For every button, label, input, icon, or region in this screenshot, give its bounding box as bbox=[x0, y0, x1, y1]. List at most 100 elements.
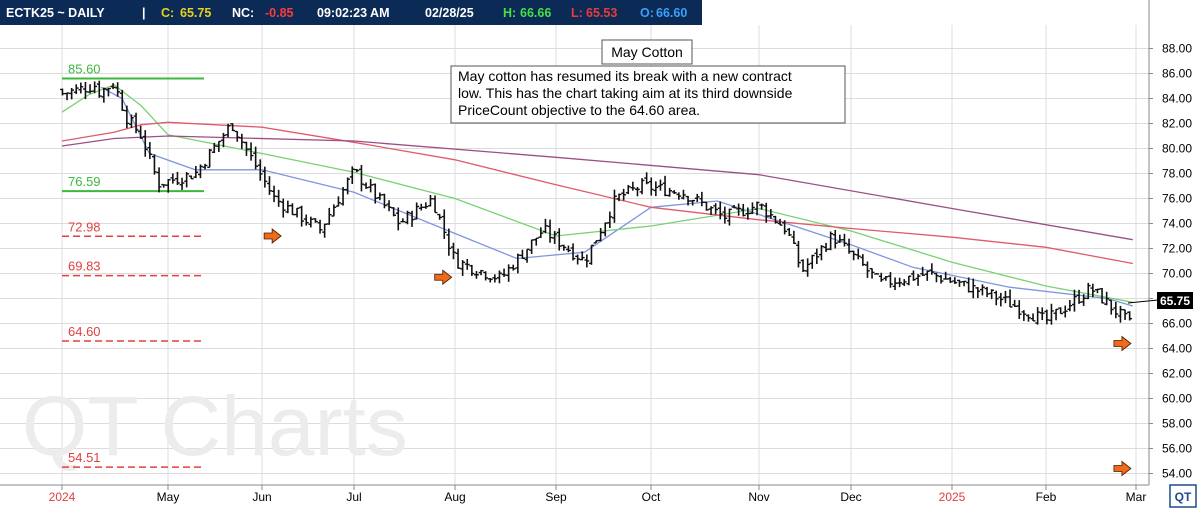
ohlc-bar bbox=[129, 114, 134, 128]
ohlc-bar bbox=[869, 267, 875, 279]
ohlc-bar bbox=[878, 272, 884, 282]
time-tick-label: Nov bbox=[748, 490, 769, 504]
ohlc-bar bbox=[271, 185, 277, 203]
ohlc-bar bbox=[639, 178, 645, 195]
ohlc-bar bbox=[216, 140, 222, 152]
ohlc-bar bbox=[354, 168, 360, 173]
ohlc-bar bbox=[612, 189, 617, 223]
ohlc-bar bbox=[1113, 301, 1119, 319]
ohlc-bar bbox=[170, 173, 176, 184]
ohlc-bar bbox=[685, 195, 691, 206]
moving-average-line bbox=[61, 135, 1133, 241]
ohlc-bar bbox=[437, 213, 443, 220]
ohlc-bar bbox=[874, 272, 880, 275]
time-tick-label: Jun bbox=[252, 490, 271, 504]
ohlc-bar bbox=[901, 279, 907, 286]
level-label: 85.60 bbox=[68, 62, 101, 77]
ohlc-bar bbox=[805, 258, 811, 277]
level-label: 76.59 bbox=[68, 174, 101, 189]
ohlc-bar bbox=[704, 201, 709, 211]
ohlc-bar bbox=[750, 202, 755, 215]
ohlc-bar bbox=[363, 182, 369, 189]
ohlc-bar bbox=[984, 286, 990, 298]
annotation-line-3: PriceCount objective to the 64.60 area. bbox=[458, 102, 700, 118]
time-axis[interactable]: 2024 May Jun Jul Aug Sep Oct Nov Dec 2025 Feb Mar bbox=[49, 485, 1147, 504]
ohlc-bar bbox=[694, 193, 700, 203]
price-tick-label: 78.00 bbox=[1162, 167, 1192, 181]
ohlc-bar bbox=[501, 268, 507, 277]
ohlc-bar bbox=[515, 253, 521, 274]
ohlc-bar bbox=[487, 278, 493, 283]
price-tick-label: 82.00 bbox=[1162, 117, 1192, 131]
ohlc-bar bbox=[662, 175, 668, 197]
ohlc-bar bbox=[294, 207, 300, 218]
ohlc-bar bbox=[451, 242, 456, 260]
ohlc-bar bbox=[64, 92, 70, 101]
ohlc-bar bbox=[920, 266, 926, 276]
ohlc-bar bbox=[547, 219, 553, 243]
annotation-line-2: low. This has the chart taking aim at it… bbox=[458, 85, 793, 101]
ohlc-bar bbox=[943, 271, 949, 280]
price-tick-label: 72.00 bbox=[1162, 242, 1192, 256]
ohlc-bar bbox=[248, 142, 254, 161]
ohlc-bar bbox=[193, 165, 199, 179]
ohlc-bar bbox=[740, 203, 746, 217]
low-value: 65.53 bbox=[586, 6, 617, 20]
price-tick-label: 70.00 bbox=[1162, 267, 1192, 281]
ohlc-bar bbox=[156, 167, 162, 193]
ohlc-bar bbox=[961, 280, 967, 287]
time-tick-label: Oct bbox=[642, 490, 661, 504]
qt-logo: QT bbox=[1169, 484, 1197, 508]
ohlc-bar bbox=[800, 259, 806, 273]
ohlc-bar bbox=[142, 130, 148, 157]
ohlc-bar bbox=[621, 188, 627, 201]
ohlc-bar bbox=[308, 216, 314, 228]
target-arrow-icon bbox=[434, 269, 453, 286]
ohlc-bar bbox=[1058, 307, 1064, 315]
ohlc-bar bbox=[584, 254, 590, 268]
time-tick-label: 2024 bbox=[49, 490, 76, 504]
ohlc-bar bbox=[892, 277, 898, 291]
ohlc-bar bbox=[782, 220, 788, 235]
net-change-value: -0.85 bbox=[265, 6, 294, 20]
ohlc-bar bbox=[1012, 299, 1018, 307]
ohlc-bar bbox=[589, 244, 594, 265]
ohlc-bar bbox=[368, 178, 374, 193]
ohlc-bar bbox=[952, 277, 958, 285]
ohlc-bar bbox=[133, 112, 139, 134]
ohlc-bar bbox=[681, 189, 686, 200]
ohlc-bar bbox=[1026, 314, 1031, 322]
price-tick-label: 60.00 bbox=[1162, 392, 1192, 406]
ohlc-bar bbox=[906, 275, 912, 286]
ohlc-bar bbox=[727, 208, 732, 226]
ohlc-bar bbox=[538, 227, 544, 238]
price-tick-label: 58.00 bbox=[1162, 417, 1192, 431]
last-price-tag: 65.75 bbox=[1127, 292, 1193, 309]
annotation-line-1: May cotton has resumed its break with a … bbox=[458, 68, 792, 84]
ohlc-bar bbox=[533, 237, 539, 246]
ohlc-bar bbox=[865, 261, 870, 278]
ohlc-bar bbox=[326, 207, 332, 225]
ohlc-bar bbox=[257, 159, 263, 181]
ohlc-bar bbox=[966, 277, 972, 293]
close-label: C: bbox=[161, 6, 174, 20]
ohlc-bar bbox=[754, 201, 760, 216]
target-arrows bbox=[263, 228, 1132, 477]
price-tick-label: 84.00 bbox=[1162, 92, 1192, 106]
ohlc-bar bbox=[842, 233, 847, 247]
ohlc-bar bbox=[1085, 282, 1091, 300]
time-tick-label: Feb bbox=[1036, 490, 1057, 504]
ohlc-bar bbox=[207, 148, 213, 169]
ohlc-bar bbox=[915, 274, 921, 286]
ohlc-bar bbox=[998, 292, 1004, 307]
ohlc-bar bbox=[400, 218, 406, 223]
ohlc-bar bbox=[290, 203, 295, 216]
ohlc-bar bbox=[630, 181, 636, 191]
ohlc-bar bbox=[658, 179, 663, 191]
ohlc-bar bbox=[119, 89, 125, 111]
ohlc-bar bbox=[464, 258, 470, 270]
ohlc-bar bbox=[267, 176, 272, 195]
ohlc-bar bbox=[115, 82, 121, 97]
price-axis[interactable]: 54.0056.0058.0060.0062.0064.0066.0068.00… bbox=[1149, 42, 1192, 481]
ohlc-bar bbox=[69, 87, 75, 100]
